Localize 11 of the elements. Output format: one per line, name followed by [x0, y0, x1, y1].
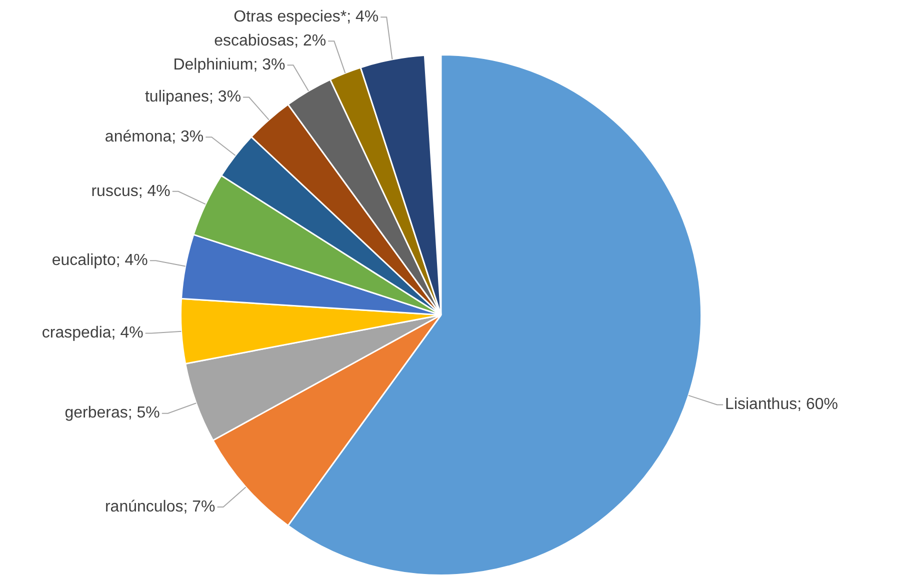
slice-label: eucalipto; 4% — [52, 252, 148, 270]
slice-label: Otras especies*; 4% — [234, 8, 379, 26]
slice-label: anémona; 3% — [104, 128, 204, 146]
slice-label: tulipanes; 3% — [144, 88, 242, 106]
slice-label: Delphinium; 3% — [173, 56, 286, 74]
slice-label: Lisianthus; 60% — [725, 396, 838, 414]
slice-label: escabiosas; 2% — [214, 32, 326, 50]
slice-label: craspedia; 4% — [42, 324, 144, 342]
slice-label: ruscus; 4% — [91, 182, 170, 200]
slice-label: ranúnculos; 7% — [104, 498, 216, 516]
slice-label: gerberas; 5% — [64, 404, 160, 422]
